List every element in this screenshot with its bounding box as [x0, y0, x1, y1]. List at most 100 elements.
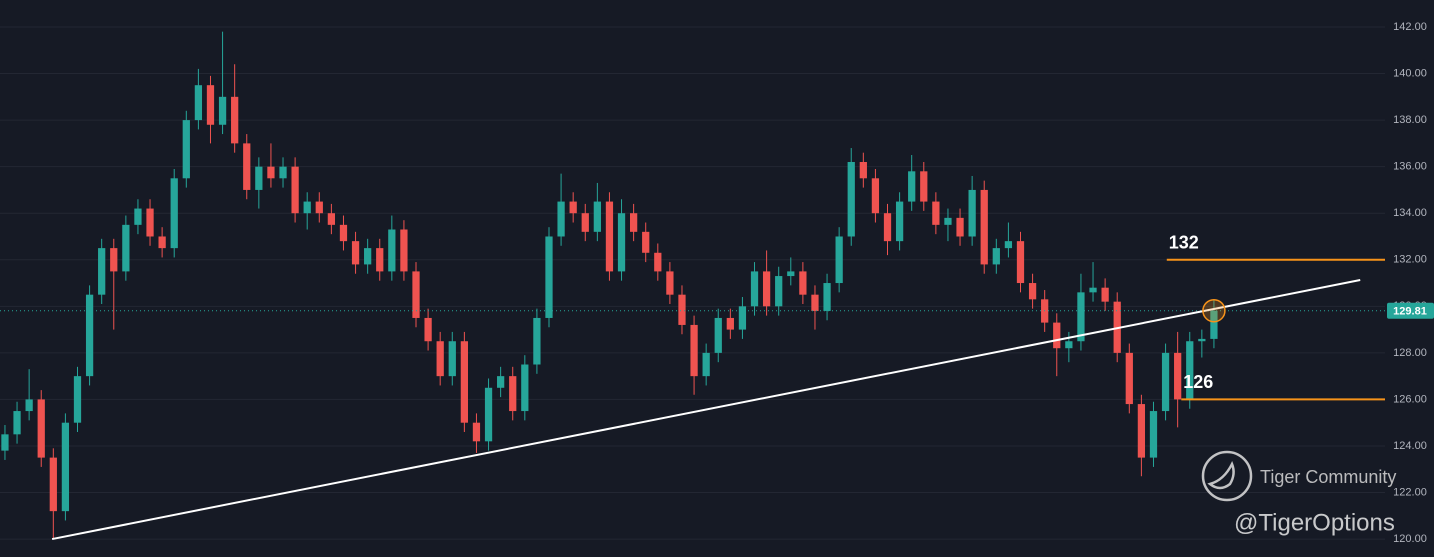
candle-body — [557, 201, 565, 237]
candle-body — [835, 236, 843, 284]
candle-body — [992, 248, 1000, 265]
candle-body — [73, 376, 82, 423]
y-tick-label: 126.00 — [1393, 393, 1427, 405]
candle-body — [98, 248, 106, 295]
candle-body — [460, 341, 468, 423]
level-label: 126 — [1183, 372, 1213, 392]
y-tick-label: 142.00 — [1393, 21, 1427, 33]
candle-body — [364, 248, 372, 265]
candle-body — [980, 189, 988, 265]
candle-body — [85, 294, 94, 377]
candle-body — [654, 252, 662, 272]
candle-body — [702, 352, 710, 377]
level-label: 132 — [1169, 233, 1199, 253]
candle-body — [811, 294, 819, 311]
candle-body — [605, 201, 614, 272]
highlight-circle — [1202, 298, 1226, 323]
candle-body — [279, 166, 287, 179]
candle-body — [436, 341, 444, 377]
candle-body — [787, 271, 795, 277]
candle-body — [255, 166, 263, 190]
candle-body — [823, 283, 831, 311]
candle-body — [533, 317, 541, 365]
candle-body — [762, 271, 771, 307]
candle-body — [1149, 411, 1158, 458]
logo-mark — [1207, 460, 1235, 490]
candle-body — [267, 166, 275, 179]
candle-body — [412, 271, 420, 318]
candle-body — [25, 399, 33, 412]
watermark: Tiger Community @TigerOptions — [1201, 450, 1396, 536]
candle-body — [678, 294, 686, 325]
y-tick-label: 132.00 — [1393, 254, 1427, 266]
candle-body — [376, 248, 384, 272]
candle-body — [424, 317, 432, 342]
candle-body — [1174, 352, 1182, 400]
candle-body — [920, 171, 928, 202]
candle-body — [617, 213, 626, 272]
candle-body — [1089, 287, 1097, 293]
candle-body — [400, 229, 408, 272]
candle-body — [690, 324, 698, 377]
candle-body — [908, 171, 916, 202]
y-tick-label: 134.00 — [1393, 207, 1427, 219]
candle-body — [303, 201, 311, 214]
candle-body — [509, 376, 517, 412]
candle-body — [738, 306, 747, 330]
candle-body — [847, 162, 855, 237]
candle-body — [1186, 341, 1194, 400]
candle-body — [388, 229, 396, 272]
last-price-label: 129.81 — [1393, 306, 1427, 318]
candle-body — [859, 162, 867, 179]
candle-body — [1198, 338, 1206, 342]
candle-body — [1, 434, 9, 451]
candle-body — [1125, 352, 1133, 405]
candle-body — [1137, 404, 1146, 458]
candle-body — [484, 387, 493, 442]
candle-body — [1161, 352, 1170, 412]
candle-body — [37, 399, 45, 458]
candle-body — [871, 178, 880, 214]
candle-body — [327, 213, 336, 225]
candle-body — [642, 231, 650, 253]
candle-body — [895, 201, 904, 242]
candle-body — [750, 271, 759, 307]
candle-body — [351, 241, 360, 265]
candle-body — [545, 236, 553, 318]
candle-body — [291, 166, 299, 214]
y-tick-label: 122.00 — [1393, 486, 1427, 498]
candle-body — [146, 208, 154, 237]
candle-body — [1016, 241, 1025, 284]
last-price-box — [1387, 302, 1434, 319]
y-tick-label: 138.00 — [1393, 114, 1427, 126]
candle-body — [49, 457, 57, 512]
candle-body — [581, 213, 589, 232]
candle-body — [170, 178, 178, 249]
candle-body — [122, 224, 130, 272]
candle-body — [339, 224, 348, 242]
logo — [1201, 450, 1253, 502]
candle-body — [968, 189, 976, 237]
candle-body — [231, 96, 239, 144]
candle-body — [666, 271, 674, 295]
candle-body — [1053, 322, 1061, 349]
candle-body — [1065, 341, 1073, 349]
candle-body — [883, 213, 892, 242]
candle-body — [799, 271, 807, 295]
candle-body — [13, 411, 21, 435]
candle-body — [521, 364, 529, 412]
y-tick-label: 136.00 — [1393, 161, 1427, 173]
candle-body — [932, 201, 940, 225]
y-tick-label: 128.00 — [1393, 347, 1427, 359]
candle-body — [61, 422, 70, 512]
watermark-handle: @TigerOptions — [1234, 509, 1395, 536]
candle-body — [775, 276, 783, 307]
candle-body — [472, 422, 481, 442]
trendline — [51, 279, 1361, 541]
y-tick-label: 124.00 — [1393, 440, 1427, 452]
candle-body — [158, 236, 166, 249]
y-tick-label: 120.00 — [1393, 533, 1427, 545]
candle-body — [1004, 241, 1013, 249]
